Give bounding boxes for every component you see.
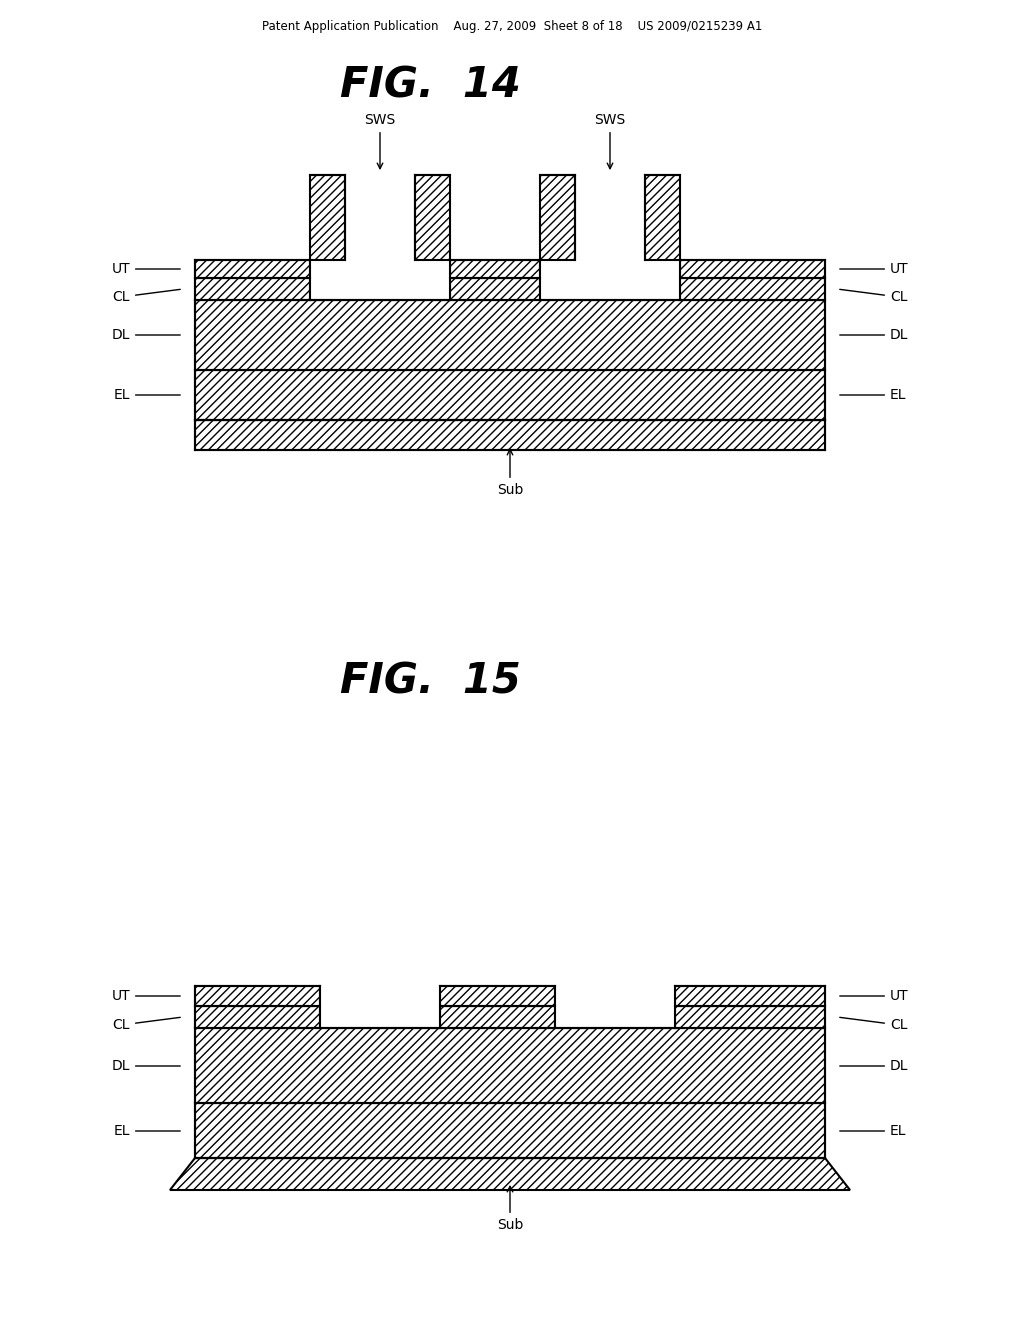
Text: UT: UT	[840, 989, 908, 1003]
Bar	[195, 1028, 825, 1104]
Bar	[440, 986, 555, 1006]
Bar	[195, 279, 310, 300]
Text: DL: DL	[112, 327, 180, 342]
Bar	[195, 1006, 319, 1028]
Text: UT: UT	[840, 261, 908, 276]
Bar	[675, 1006, 825, 1028]
Bar	[319, 1006, 440, 1028]
Text: CL: CL	[840, 289, 907, 304]
Bar	[450, 279, 540, 300]
Bar	[195, 300, 825, 370]
Text: EL: EL	[114, 1125, 180, 1138]
Text: DL: DL	[840, 1059, 908, 1073]
Text: SWS: SWS	[365, 114, 395, 169]
Text: UT: UT	[112, 261, 180, 276]
Bar	[675, 986, 825, 1006]
Text: SWS: SWS	[594, 114, 626, 169]
Bar	[540, 260, 680, 279]
Text: Patent Application Publication    Aug. 27, 2009  Sheet 8 of 18    US 2009/021523: Patent Application Publication Aug. 27, …	[262, 20, 762, 33]
Bar	[450, 260, 540, 279]
Bar	[195, 260, 310, 279]
Text: FIG.  14: FIG. 14	[340, 65, 520, 107]
Bar	[440, 1006, 555, 1028]
Bar	[540, 279, 680, 300]
Bar	[310, 279, 450, 300]
Text: DL: DL	[840, 327, 908, 342]
Text: DL: DL	[112, 1059, 180, 1073]
Text: CL: CL	[113, 1018, 180, 1032]
Bar	[680, 260, 825, 279]
Bar	[310, 260, 450, 279]
Text: EL: EL	[114, 388, 180, 403]
Text: UT: UT	[112, 989, 180, 1003]
Bar	[680, 279, 825, 300]
Bar	[195, 420, 825, 450]
Text: CL: CL	[113, 289, 180, 304]
Text: EL: EL	[840, 388, 906, 403]
Bar	[345, 176, 415, 260]
Text: Sub: Sub	[497, 1187, 523, 1232]
Bar	[319, 986, 440, 1006]
Bar	[195, 986, 319, 1006]
Bar	[540, 176, 575, 260]
Polygon shape	[170, 1158, 850, 1191]
Bar	[575, 176, 645, 260]
Bar	[555, 1006, 675, 1028]
Text: CL: CL	[840, 1018, 907, 1032]
Bar	[645, 176, 680, 260]
Text: FIG.  15: FIG. 15	[340, 660, 520, 702]
Text: Sub: Sub	[497, 449, 523, 498]
Bar	[555, 986, 675, 1006]
Bar	[415, 176, 450, 260]
Bar	[310, 176, 345, 260]
Bar	[195, 370, 825, 420]
Bar	[195, 1104, 825, 1158]
Text: EL: EL	[840, 1125, 906, 1138]
